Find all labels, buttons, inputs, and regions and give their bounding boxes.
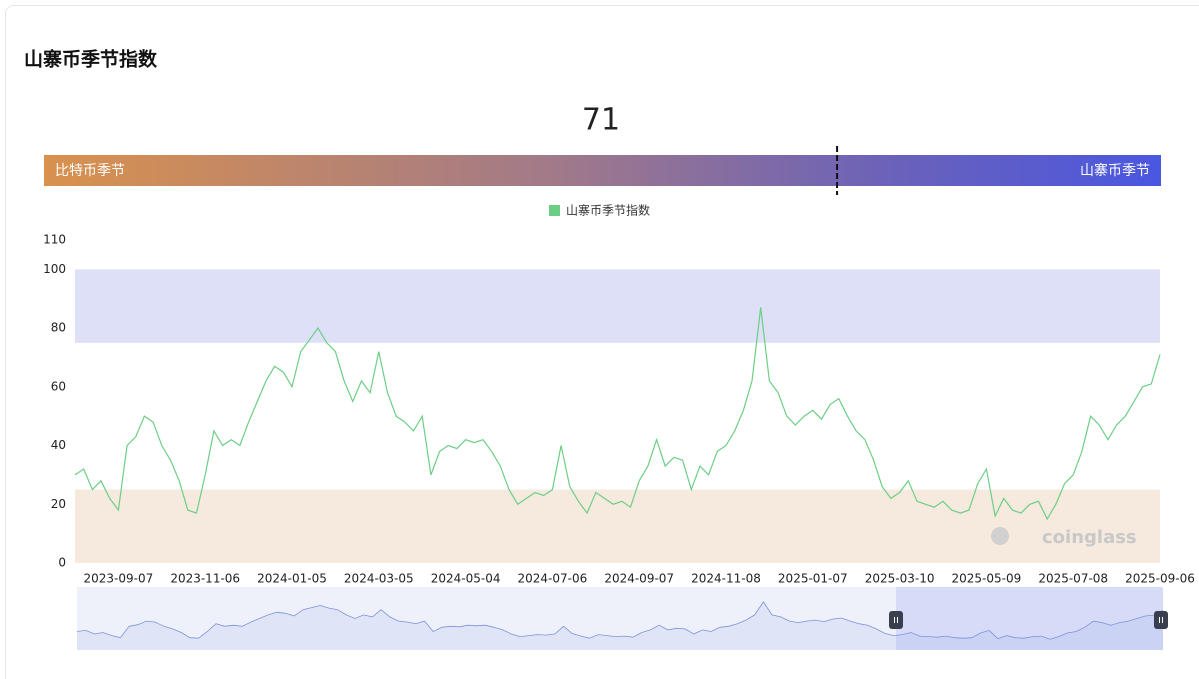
x-tick-label: 2023-09-07 [84, 572, 154, 586]
x-tick-label: 2023-11-06 [170, 572, 240, 586]
x-tick-label: 2024-07-06 [518, 572, 588, 586]
band [75, 489, 1160, 563]
navigator-area [77, 601, 1163, 650]
x-tick-label: 2025-01-07 [778, 572, 848, 586]
navigator-line [76, 601, 1164, 640]
navigator-window[interactable] [896, 587, 1163, 650]
gauge-left-label: 比特币季节 [55, 163, 125, 179]
x-tick-label: 2025-05-09 [952, 572, 1022, 586]
x-tick-label: 2024-11-08 [691, 572, 761, 586]
x-tick-label: 2024-05-04 [431, 572, 501, 586]
y-tick-label: 20 [51, 497, 66, 511]
y-tick-label: 0 [58, 556, 66, 570]
y-tick-label: 40 [51, 438, 66, 452]
x-tick-label: 2024-09-07 [604, 572, 674, 586]
gauge-value: 71 [582, 103, 620, 138]
y-tick-label: 100 [43, 262, 66, 276]
gauge-bar [44, 155, 1161, 186]
legend-swatch[interactable] [549, 205, 560, 216]
legend-label[interactable]: 山寨币季节指数 [566, 203, 650, 218]
y-tick-label: 60 [51, 379, 66, 393]
navigator-handle[interactable] [889, 611, 903, 629]
y-tick-label: 110 [43, 233, 66, 247]
y-tick-label: 80 [51, 321, 66, 335]
watermark: coinglass [1042, 527, 1137, 548]
watermark-logo [991, 527, 1009, 545]
line [74, 307, 1161, 521]
x-tick-label: 2024-03-05 [344, 572, 414, 586]
band [75, 269, 1160, 343]
x-tick-label: 2025-03-10 [865, 572, 935, 586]
x-tick-label: 2025-07-08 [1038, 572, 1108, 586]
gauge-right-label: 山寨币季节 [1080, 162, 1150, 179]
x-tick-label: 2025-09-06 [1125, 572, 1195, 586]
x-tick-label: 2024-01-05 [257, 572, 327, 586]
page-title: 山寨币季节指数 [24, 48, 158, 71]
navigator-handle[interactable] [1154, 611, 1168, 629]
